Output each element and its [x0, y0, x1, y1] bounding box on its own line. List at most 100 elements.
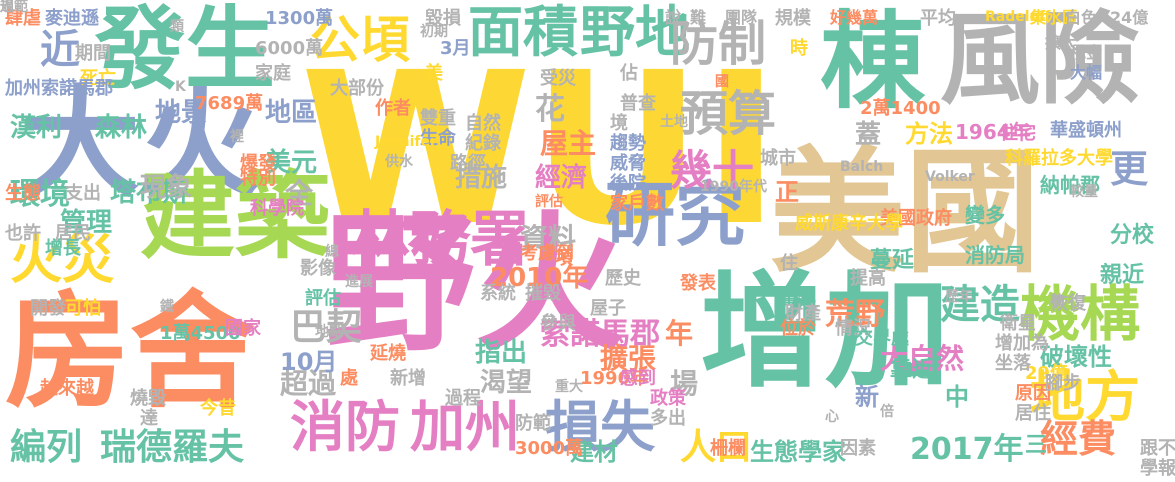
- word: 靠近: [890, 358, 935, 383]
- word: 衛星: [1000, 313, 1036, 334]
- word: 建造: [940, 282, 1020, 328]
- word: 6000萬: [255, 38, 324, 59]
- word: 正: [775, 178, 799, 206]
- word: 交界處: [855, 328, 909, 349]
- word: 屋主: [540, 127, 597, 160]
- word: 位於: [780, 318, 816, 339]
- word: WUI: [300, 27, 781, 272]
- word: 親近: [1100, 263, 1145, 288]
- word: 加州索諾馬郡: [5, 78, 113, 99]
- word: 參與: [540, 313, 576, 334]
- word: 蔘: [1050, 294, 1064, 310]
- word: 消防: [290, 395, 401, 459]
- word: 經費: [1040, 417, 1117, 461]
- word: 房舍: [5, 280, 255, 425]
- word: 過: [0, 0, 14, 15]
- word: 幾十: [670, 146, 755, 195]
- word: 消防局: [965, 243, 1025, 267]
- word: 公頃: [310, 11, 410, 69]
- word: 美元: [265, 148, 318, 178]
- word: 生態: [5, 183, 41, 204]
- word: 情況: [835, 318, 871, 339]
- word: 更: [1110, 147, 1149, 191]
- word: 方法: [905, 120, 953, 148]
- word: 新: [855, 383, 879, 411]
- word: 過程: [445, 388, 481, 409]
- word: 漢利: [10, 113, 63, 143]
- word: 開發: [30, 298, 66, 319]
- word: 地方: [1030, 365, 1141, 429]
- word: 地景: [155, 98, 208, 128]
- word: 人口: [680, 427, 753, 468]
- word: 管理: [60, 208, 113, 238]
- word: 中: [945, 383, 969, 411]
- word: 林務署: [350, 205, 530, 275]
- word: 稅金: [1070, 43, 1103, 62]
- word: 地點: [315, 324, 343, 340]
- word: 處: [340, 368, 358, 389]
- word: Radeloff: [985, 9, 1051, 25]
- word: 越來越: [40, 378, 94, 399]
- word: 鐵: [160, 299, 174, 315]
- word: 住宅: [1000, 123, 1036, 144]
- word: 研究: [605, 174, 745, 256]
- word: 機構: [1020, 280, 1140, 350]
- word: 擴張: [600, 342, 657, 375]
- word: 進展: [345, 274, 373, 290]
- word: 荒野: [825, 297, 885, 332]
- word: 系統: [480, 283, 516, 304]
- word: 規模: [775, 8, 811, 29]
- word: 全: [285, 177, 314, 210]
- word: 分校: [1110, 223, 1155, 248]
- word: 生態學家: [750, 438, 846, 466]
- word: 損失: [545, 395, 656, 459]
- word: 建材: [570, 438, 618, 466]
- word: 資料: [520, 222, 577, 255]
- word: 普查: [620, 93, 656, 114]
- word: 加州: [410, 395, 521, 459]
- word: 瑞德羅夫: [100, 427, 245, 468]
- word: 家戶數: [610, 193, 664, 214]
- word: 可怕: [65, 298, 101, 319]
- word: 措施: [455, 163, 508, 193]
- word: 居住: [1015, 403, 1051, 424]
- word: 供水: [385, 154, 413, 170]
- word: 美國政府: [880, 208, 952, 229]
- word: 野地: [580, 0, 691, 64]
- word: 集水區: [1030, 8, 1079, 27]
- word: 3月: [440, 38, 471, 59]
- word: 經濟: [535, 163, 588, 193]
- word: 爆發: [240, 153, 276, 174]
- word: 1990年: [580, 368, 649, 389]
- word: 編列: [10, 427, 83, 468]
- word: 三: [1025, 433, 1048, 458]
- word: 場: [670, 367, 699, 400]
- word: 1萬4500: [160, 323, 241, 344]
- word: 1300萬: [265, 8, 334, 29]
- word: 環境: [10, 177, 70, 212]
- word: 火災: [10, 231, 115, 291]
- word: 好幾萬: [830, 8, 879, 27]
- word: 建築: [140, 162, 331, 272]
- word: 評估: [535, 194, 563, 210]
- word: 後院: [610, 173, 646, 194]
- word: 腳步: [1045, 373, 1081, 394]
- word: 2010年: [490, 263, 589, 293]
- word: 類: [170, 19, 184, 35]
- word: 增加為: [995, 333, 1049, 354]
- word: 財產: [785, 303, 821, 324]
- word: 評估: [305, 288, 341, 309]
- word: 預算: [680, 86, 777, 142]
- word: 變多: [965, 203, 1005, 227]
- word: 路徑: [450, 153, 486, 174]
- word: 摧毀: [525, 283, 561, 304]
- word: 3000萬: [515, 438, 584, 459]
- word: Volker: [925, 169, 975, 185]
- word: 特別: [240, 168, 276, 189]
- word: 裡: [230, 129, 244, 145]
- word: 防制: [670, 16, 767, 72]
- word: 超過: [280, 367, 337, 400]
- word: 歷史: [605, 268, 641, 289]
- word: 受災: [540, 68, 576, 89]
- word: 防範: [515, 413, 551, 434]
